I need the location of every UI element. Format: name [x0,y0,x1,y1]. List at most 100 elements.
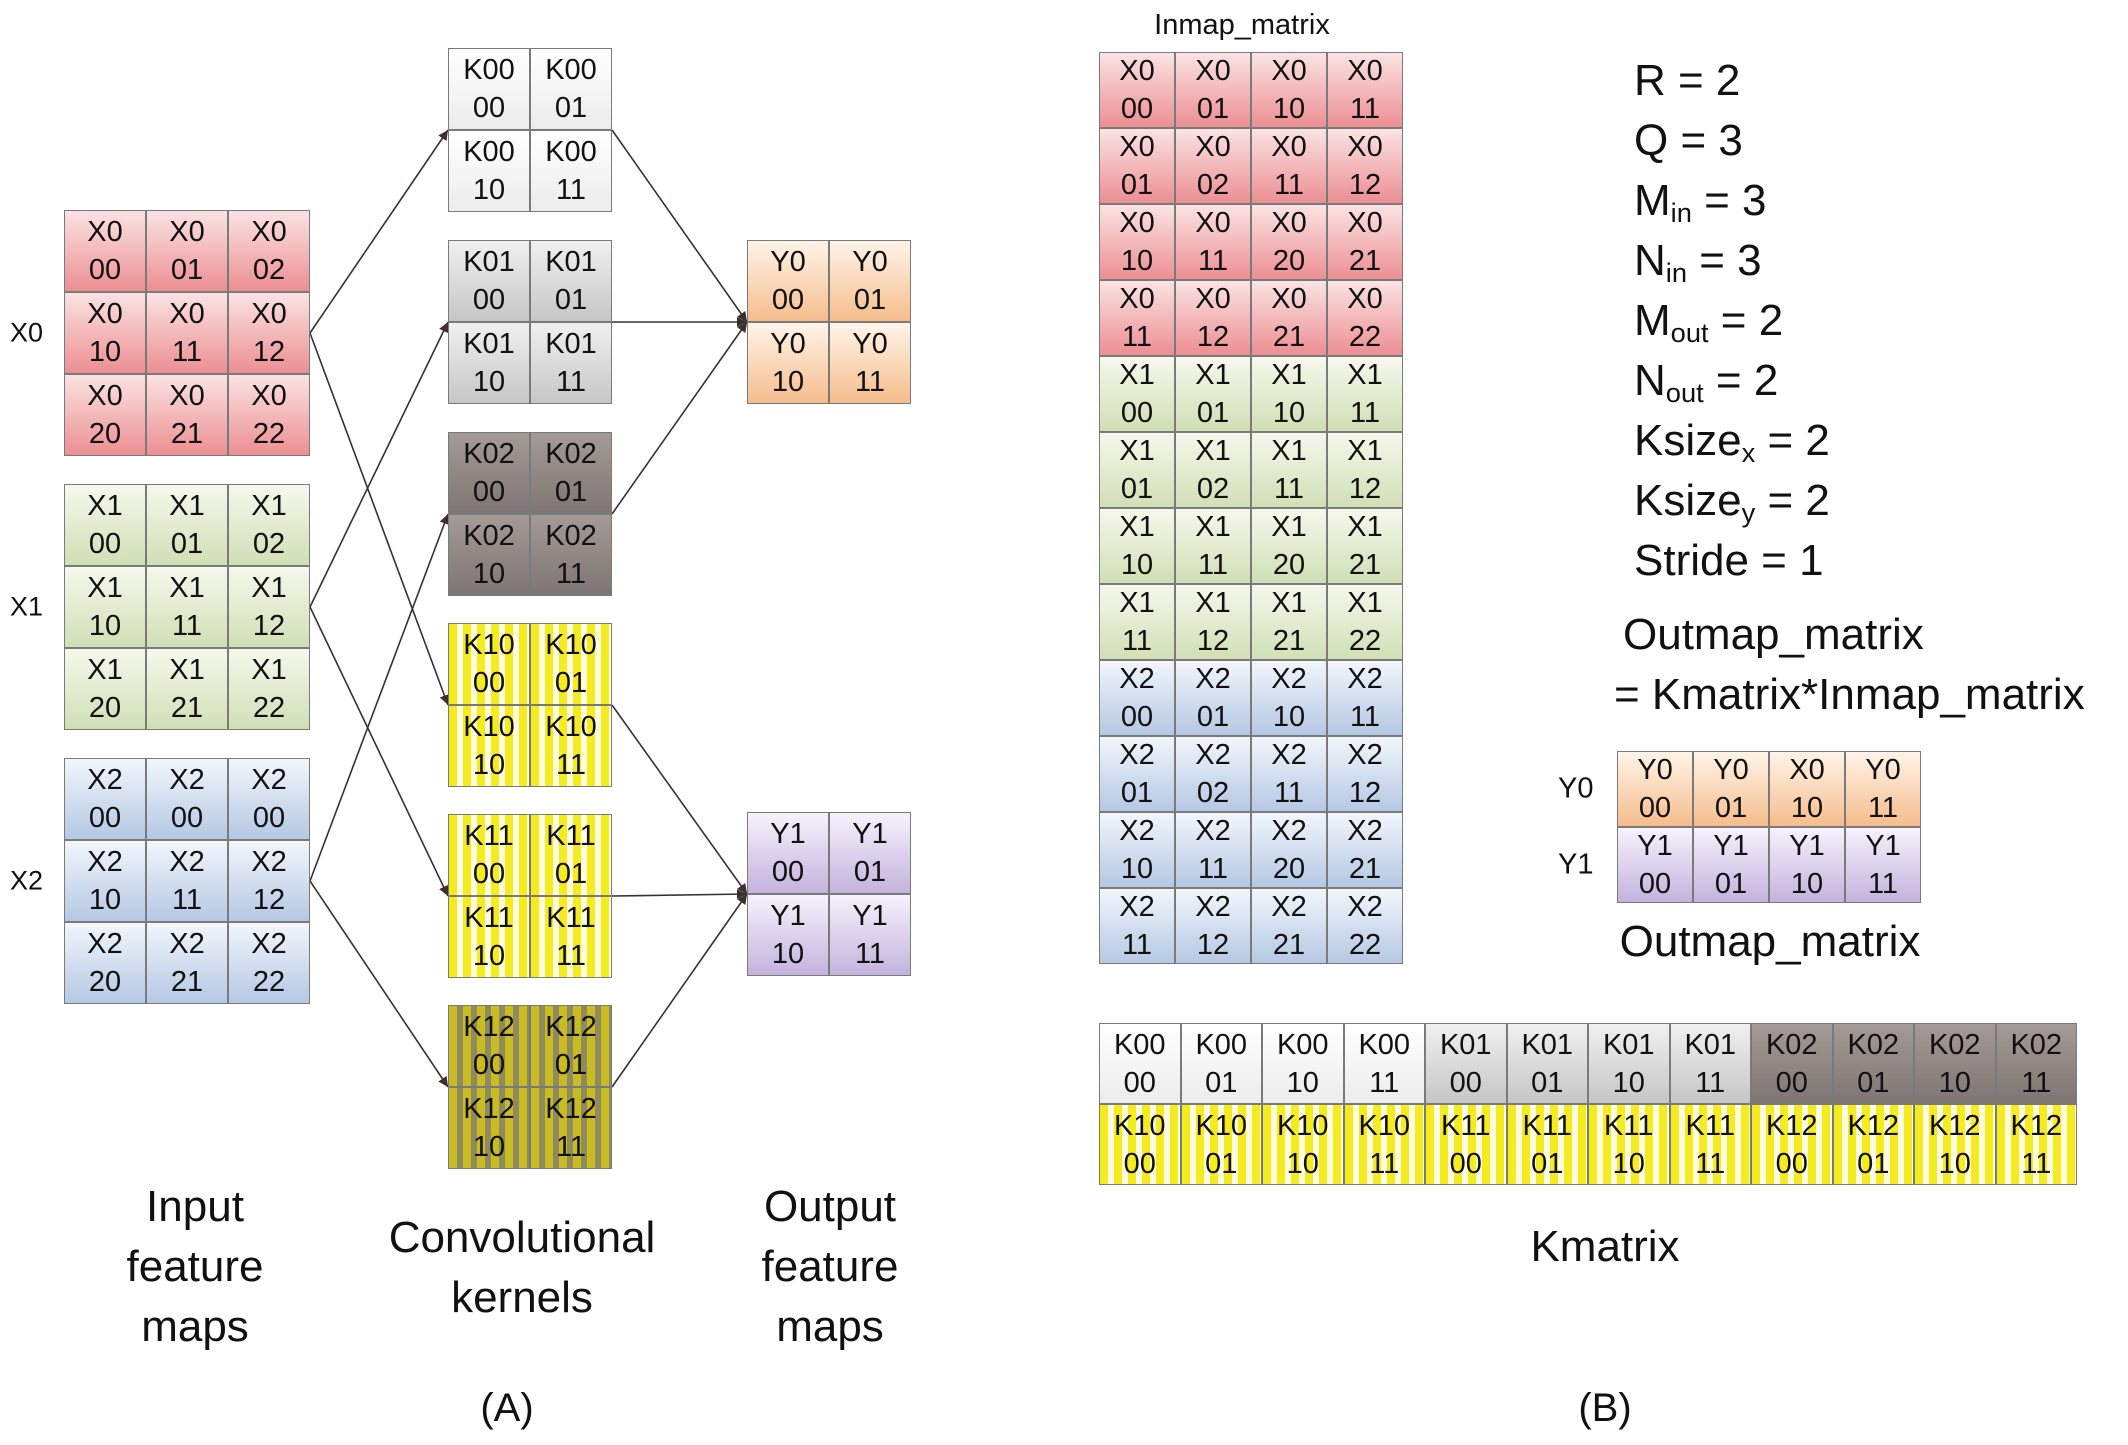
kernel-k02-cell-01-line-2: 01 [554,476,588,508]
inmap-row-8-col-1: X1 11 [1099,584,1175,660]
inmap-row-2-col-3: X0 11 [1251,128,1327,204]
input-x1-cell-22: X1 22 [228,648,310,730]
inmap-row-5-col-2-line-2: 01 [1196,397,1230,429]
inmap-row-8-col-2-line-2: 12 [1196,625,1230,657]
param-name: N [1634,236,1666,285]
kernel-k01-cell-00-line-1: K01 [463,246,515,278]
inmap-row-7-col-1: X1 10 [1099,508,1175,584]
inmap-row-12-col-1-line-1: X2 [1119,891,1155,923]
input-x1-cell-11: X1 11 [146,566,228,648]
input-x2-cell-00-line-1: X2 [87,764,123,796]
inmap-row-8-col-4-line-2: 22 [1348,625,1382,657]
outmap-row-1-col-3-line-2: 10 [1790,792,1824,824]
output-y1-cell-01: Y1 01 [829,812,911,894]
kmatrix-row-2-col-2-line-1: K10 [1195,1109,1248,1142]
inmap-row-8-col-3-line-1: X1 [1271,587,1307,619]
output-y0-cell-10-line-1: Y0 [770,328,806,360]
input-x0-cell-22: X0 22 [228,374,310,456]
param-name: Stride [1634,536,1749,585]
kernel-k11-cell-00-line-1: K11 [464,820,514,852]
kernel-k11-cell-10: K11 10 [448,896,530,978]
inmap-row-9-col-3-line-1: X2 [1271,663,1307,695]
inmap-row-9-col-4-line-2: 11 [1349,701,1381,733]
input-x2-cell-11-line-1: X2 [169,846,205,878]
kernel-k10-cell-10: K10 10 [448,705,530,787]
inmap-row-4-col-2-line-1: X0 [1195,283,1231,315]
inmap-row-4-col-2-line-2: 12 [1196,321,1230,353]
input-x0-cell-00-line-2: 00 [88,254,122,286]
inmap-row-6-col-2-line-2: 02 [1196,473,1230,505]
arrow-x2-to-k12 [309,880,449,1088]
arrow-k11-to-y1 [611,889,748,900]
kernel-k12-cell-01-line-2: 01 [554,1049,588,1081]
kmatrix-row-1-col-12-line-1: K02 [2010,1028,2063,1061]
input-map-label-x2: X2 [10,865,44,896]
inmap-row-3-col-3: X0 20 [1251,204,1327,280]
inmap-row-11-col-1-line-2: 10 [1120,853,1154,885]
inmap-row-9-col-2-line-2: 01 [1196,701,1230,733]
input-x0-cell-21: X0 21 [146,374,228,456]
kmatrix-row-1-col-9-line-2: 00 [1775,1066,1808,1099]
param-value: = 2 [1755,476,1830,525]
inmap-row-8-col-4-line-1: X1 [1347,587,1383,619]
output-y1-cell-01-line-1: Y1 [852,818,888,850]
kmatrix-row-2-col-10: K12 01 [1832,1104,1914,1185]
kernel-k11-cell-01-line-1: K11 [546,820,596,852]
kmatrix-row-2-col-2: K10 01 [1180,1104,1262,1185]
inmap-row-5-col-1-line-1: X1 [1119,359,1155,391]
outmap-row-2-col-2-line-1: Y1 [1713,830,1749,862]
input-x0-cell-02: X0 02 [228,210,310,292]
outmap-row-1-col-4: Y0 11 [1845,751,1921,827]
arrow-x0-to-k10 [309,332,450,706]
kernel-k01-cell-01-line-1: K01 [545,246,597,278]
kmatrix-row-1-col-2-line-2: 01 [1205,1066,1238,1099]
inmap-row-1-col-4-line-1: X0 [1347,55,1383,87]
input-x1-cell-22-line-1: X1 [251,654,287,686]
kernel-k12-cell-00: K12 00 [448,1005,530,1087]
inmap-row-5-col-1: X1 00 [1099,356,1175,432]
inmap-row-5-col-2: X1 01 [1175,356,1251,432]
kernel-k10-cell-00-line-1: K10 [463,629,515,661]
inmap-row-2-col-1-line-2: 01 [1120,169,1154,201]
output-y0-cell-00-line-1: Y0 [770,246,806,278]
kmatrix-row-2-col-9-line-1: K12 [1765,1109,1818,1142]
inmap-row-2-col-4-line-2: 12 [1348,169,1382,201]
output-y0-cell-11-line-1: Y0 [852,328,888,360]
input-x1-cell-12-line-2: 12 [252,610,286,642]
output-y1-cell-10-line-1: Y1 [770,900,806,932]
kmatrix-row-1-col-11-line-1: K02 [1928,1028,1981,1061]
input-x0-cell-12-line-2: 12 [252,336,286,368]
inmap-row-7-col-1-line-1: X1 [1119,511,1155,543]
kernel-k10-cell-00-line-2: 00 [472,667,506,699]
kmatrix-title: Kmatrix [1530,1222,1680,1271]
inmap-row-12-col-4: X2 22 [1327,888,1403,964]
kernel-k11-cell-10-line-1: K11 [464,902,514,934]
inmap-row-5-col-3-line-2: 10 [1272,397,1306,429]
outmap-row-2-col-2-line-2: 01 [1714,868,1748,900]
kernel-k12-cell-00-line-1: K12 [463,1011,515,1043]
panel-b-caption: (B) [1578,1386,1632,1430]
arrow-x1-to-k01 [309,321,449,608]
input-x1-cell-11-line-2: 11 [171,610,203,642]
inmap-row-2-col-3-line-1: X0 [1271,131,1307,163]
kmatrix-row-2-col-12: K12 11 [1995,1104,2077,1185]
param-value: = 3 [1687,236,1762,285]
inmap-row-11-col-4: X2 21 [1327,812,1403,888]
output-feature-maps-label: Output feature maps [761,1182,899,1351]
inmap-row-3-col-3-line-2: 20 [1272,245,1306,277]
param-nin: Nin = 3 [1634,234,1762,288]
inmap-row-12-col-4-line-1: X2 [1347,891,1383,923]
inmap-row-12-col-1: X2 11 [1099,888,1175,964]
inmap-row-1-col-3: X0 10 [1251,52,1327,128]
input-x1-cell-01: X1 01 [146,484,228,566]
output-y0-cell-11: Y0 11 [829,322,911,404]
inmap-row-11-col-3: X2 20 [1251,812,1327,888]
kmatrix-row-2-col-1-line-1: K10 [1113,1109,1166,1142]
kmatrix-row-1-col-3-line-1: K00 [1276,1028,1329,1061]
input-x2-cell-10: X2 10 [64,840,146,922]
input-x0-cell-22-line-1: X0 [251,380,287,412]
inmap-row-8-col-2-line-1: X1 [1195,587,1231,619]
input-x0-cell-21-line-1: X0 [169,380,205,412]
inmap-row-6-col-4: X1 12 [1327,432,1403,508]
